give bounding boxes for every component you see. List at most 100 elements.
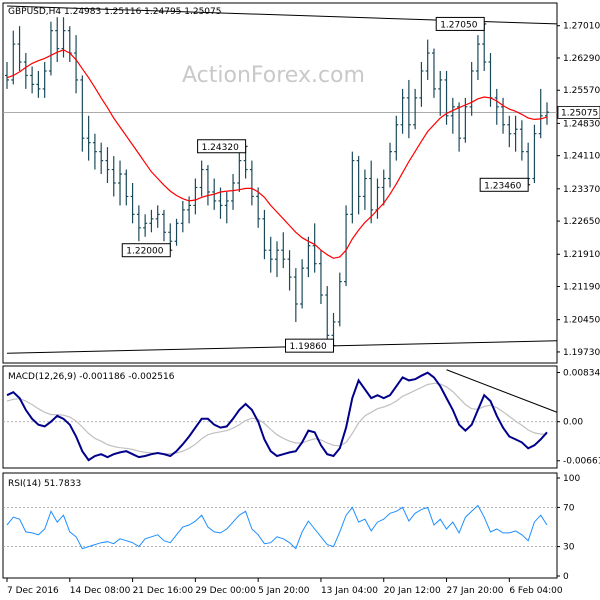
time-tick-label-8: 6 Feb 04:00 — [509, 586, 563, 596]
candle-72 — [457, 102, 462, 152]
candle-58 — [369, 160, 374, 224]
candle-54 — [344, 205, 349, 287]
price-tick-label-1: 1.26290 — [563, 54, 600, 64]
rsi-layer — [3, 504, 557, 550]
time-tick-label-6: 20 Jan 12:00 — [384, 586, 441, 596]
rsi-panel-frame — [2, 472, 558, 579]
rsi-tick-label-1: 70 — [563, 503, 575, 513]
price-tick-label-6: 1.22650 — [563, 217, 600, 227]
candle-36 — [231, 174, 236, 210]
candle-76 — [482, 23, 487, 71]
price-tick-label-3: 1.24830 — [563, 119, 600, 129]
candle-66 — [419, 62, 424, 107]
candle-81 — [513, 115, 518, 152]
candle-15 — [99, 142, 104, 175]
candle-75 — [475, 35, 480, 80]
candle-41 — [262, 209, 267, 260]
candle-21 — [136, 205, 141, 242]
candle-32 — [205, 165, 210, 206]
candle-5 — [36, 70, 41, 98]
candle-24 — [155, 205, 160, 228]
price-tick-label-8: 1.21190 — [563, 283, 600, 293]
price-tick-label-2: 1.25570 — [563, 86, 600, 96]
candle-51 — [325, 286, 330, 345]
candle-11 — [74, 35, 79, 94]
candle-70 — [444, 70, 449, 125]
annotation-label-2: 1.19860 — [290, 342, 327, 352]
candle-42 — [268, 236, 273, 273]
candle-28 — [180, 200, 185, 233]
candle-63 — [400, 88, 405, 134]
candle-30 — [193, 178, 198, 215]
macd-tick-label-1: 0.00 — [563, 418, 583, 428]
candle-13 — [86, 115, 91, 161]
candle-46 — [293, 268, 298, 322]
macd-tick-label-0: 0.008341 — [563, 368, 600, 378]
candle-68 — [431, 48, 436, 98]
candle-6 — [42, 62, 47, 98]
candle-43 — [275, 241, 279, 278]
candle-80 — [507, 115, 512, 148]
candle-82 — [519, 120, 524, 161]
candle-34 — [218, 187, 223, 219]
rsi-tick-label-2: 30 — [563, 543, 575, 553]
candle-18 — [118, 160, 123, 206]
candle-0 — [5, 62, 9, 89]
time-tick-label-7: 27 Jan 20:00 — [447, 586, 504, 596]
price-trendline-1 — [6, 340, 558, 354]
price-header: GBPUSD,H4 1.24983 1.25116 1.24795 1.2507… — [8, 7, 221, 17]
candle-4 — [30, 66, 35, 94]
macd-trendline — [446, 369, 558, 413]
price-layer: 1.22000 1.24320 1.19860 1.27050 1.23460 — [3, 5, 558, 354]
candle-14 — [92, 133, 97, 170]
candle-57 — [362, 169, 367, 210]
candle-35 — [224, 191, 229, 224]
candle-67 — [425, 39, 430, 80]
time-tick-label-4: 5 Jan 20:00 — [258, 586, 310, 596]
annotation-box-2 — [285, 338, 335, 353]
candle-7 — [48, 21, 53, 76]
candle-79 — [501, 97, 506, 134]
current-price-label: 1.25075 — [561, 108, 598, 118]
annotation-box-0 — [121, 243, 171, 258]
candle-55 — [350, 151, 355, 224]
price-tick-label-5: 1.23370 — [563, 185, 600, 195]
candle-39 — [249, 160, 254, 206]
candle-17 — [111, 156, 116, 197]
annotation-label-1: 1.24320 — [202, 143, 239, 153]
candle-56 — [356, 156, 361, 215]
candle-31 — [199, 160, 204, 197]
candle-45 — [287, 250, 292, 291]
candle-3 — [23, 53, 28, 89]
candle-53 — [337, 272, 342, 327]
candle-16 — [105, 147, 110, 183]
price-tick-label-10: 1.19730 — [563, 348, 600, 358]
time-tick-label-0: 7 Dec 2016 — [7, 586, 59, 596]
price-tick-label-0: 1.27010 — [563, 22, 600, 32]
time-tick-label-1: 14 Dec 08:00 — [70, 586, 131, 596]
candle-2 — [17, 26, 22, 71]
candle-60 — [381, 169, 386, 206]
macd-line — [6, 371, 548, 462]
candle-78 — [494, 88, 499, 125]
annotation-box-4 — [479, 177, 529, 192]
axis-layer: 1.27010 1.26290 1.25570 1.24830 1.24110 1.233… — [6, 22, 600, 596]
price-panel-frame — [2, 2, 558, 364]
candle-40 — [256, 187, 261, 228]
candle-61 — [388, 142, 393, 188]
macd-signal-line — [6, 382, 547, 455]
candle-8 — [55, 17, 60, 63]
annotation-box-1 — [197, 139, 247, 154]
candle-20 — [130, 183, 135, 224]
candle-86 — [545, 102, 549, 125]
candle-49 — [312, 223, 317, 273]
macd-tick-label-2: -0.00661 — [563, 457, 600, 467]
candle-64 — [406, 79, 411, 139]
candle-12 — [80, 75, 85, 152]
watermark: ActionForex.com — [182, 63, 365, 88]
candle-74 — [469, 62, 474, 116]
annotation-box-3 — [435, 16, 485, 31]
candle-25 — [161, 209, 166, 242]
annotation-label-0: 1.22000 — [126, 247, 163, 257]
